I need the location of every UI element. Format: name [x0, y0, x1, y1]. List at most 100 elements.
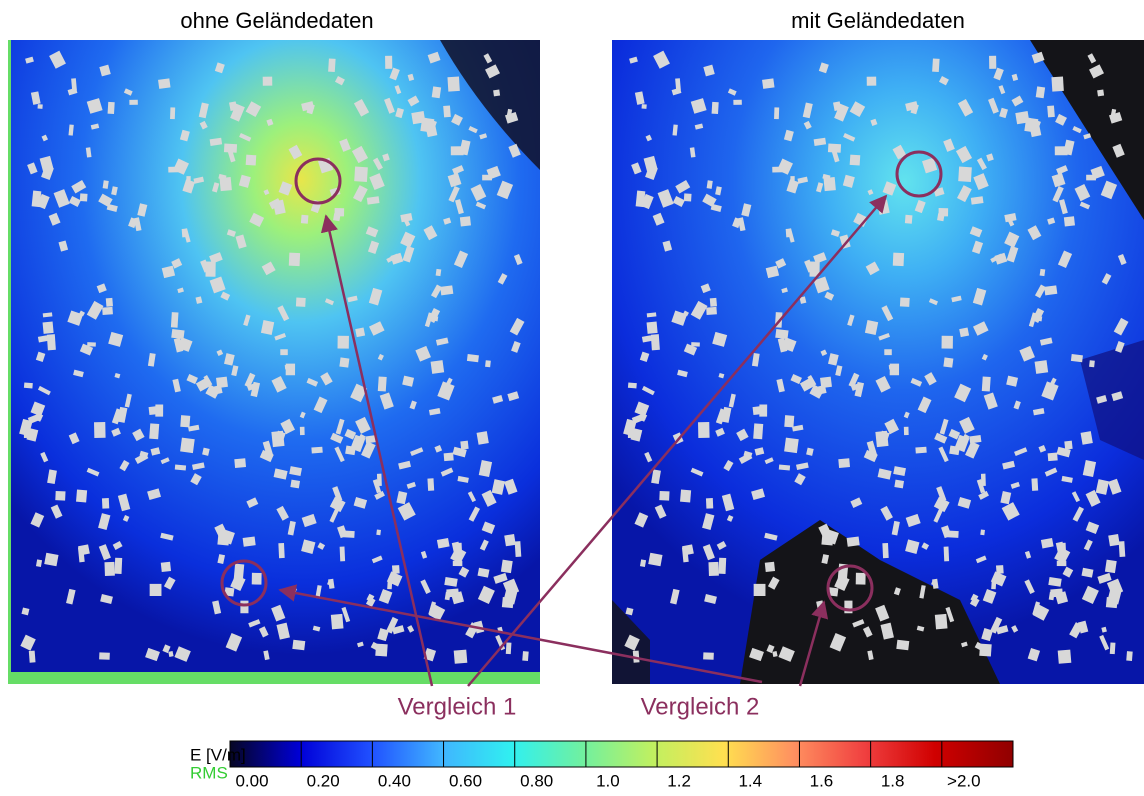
building: [682, 544, 694, 555]
building: [453, 561, 463, 566]
building: [149, 423, 159, 439]
building: [44, 553, 58, 567]
building: [942, 336, 953, 349]
building: [1097, 90, 1104, 97]
building: [158, 78, 170, 89]
building: [161, 562, 171, 572]
colorbar-tick-label: 1.0: [596, 771, 620, 790]
building: [1051, 77, 1063, 92]
building: [1036, 86, 1045, 98]
building: [296, 298, 306, 307]
building: [1071, 354, 1083, 362]
building: [150, 584, 162, 596]
building: [765, 562, 775, 572]
colorbar-tick-label: 1.6: [810, 771, 834, 790]
building: [900, 298, 910, 307]
building: [285, 364, 292, 369]
building: [838, 458, 850, 468]
colorbar-tick-label: 0.40: [378, 771, 411, 790]
colorbar-sublabel: RMS: [190, 763, 228, 782]
building: [78, 544, 90, 555]
colorbar-tick-label: 0.80: [520, 771, 553, 790]
building: [155, 404, 163, 416]
building: [821, 532, 833, 545]
building: [436, 269, 442, 276]
building: [289, 253, 300, 267]
building: [937, 213, 944, 221]
building: [784, 415, 794, 427]
building: [170, 107, 175, 119]
building: [712, 102, 719, 114]
building: [889, 364, 896, 369]
building: [754, 584, 766, 596]
building: [989, 56, 996, 69]
colorbar-tick-label: 0.60: [449, 771, 482, 790]
building: [718, 558, 726, 574]
building: [1058, 650, 1072, 664]
building: [171, 312, 179, 328]
building: [94, 422, 106, 438]
building: [1108, 534, 1120, 546]
building: [753, 423, 763, 439]
building: [311, 447, 322, 454]
building: [893, 253, 904, 267]
building: [460, 216, 471, 226]
building: [896, 640, 909, 651]
building: [502, 597, 514, 608]
building: [340, 546, 345, 561]
building: [949, 446, 960, 456]
building: [943, 357, 953, 367]
building: [171, 329, 184, 339]
building: [1057, 561, 1067, 566]
building: [43, 322, 54, 334]
building: [392, 565, 400, 574]
building: [703, 652, 714, 659]
building: [996, 565, 1004, 574]
building: [642, 104, 647, 109]
building: [710, 298, 717, 307]
building: [882, 543, 888, 558]
building: [460, 441, 468, 450]
building: [698, 422, 710, 438]
building: [102, 498, 109, 509]
building: [932, 58, 939, 72]
building: [774, 107, 779, 119]
building: [493, 90, 500, 97]
building: [301, 215, 309, 224]
building: [467, 354, 479, 362]
building: [522, 651, 528, 661]
building: [440, 285, 453, 295]
building: [234, 564, 245, 580]
building: [1035, 360, 1049, 374]
building: [345, 446, 356, 456]
building: [175, 465, 186, 471]
building: [775, 329, 788, 339]
building: [76, 490, 87, 503]
building: [456, 543, 462, 554]
building: [328, 58, 335, 72]
building: [99, 652, 110, 659]
building: [648, 553, 662, 567]
building: [824, 177, 836, 191]
building: [263, 77, 273, 86]
building: [1015, 111, 1029, 124]
building: [947, 531, 958, 538]
building: [784, 438, 799, 454]
building: [376, 529, 381, 535]
building: [29, 651, 36, 663]
building: [338, 336, 349, 349]
building: [762, 78, 774, 89]
building: [828, 144, 841, 153]
building: [252, 573, 262, 585]
building: [104, 562, 114, 576]
building: [779, 465, 790, 471]
building: [904, 427, 909, 435]
colorbar-tick-label: 1.2: [667, 771, 691, 790]
building: [292, 640, 305, 651]
building: [856, 573, 866, 585]
building: [114, 558, 122, 574]
building: [1110, 642, 1116, 654]
building: [300, 427, 305, 435]
building: [935, 614, 948, 630]
building: [355, 327, 365, 337]
